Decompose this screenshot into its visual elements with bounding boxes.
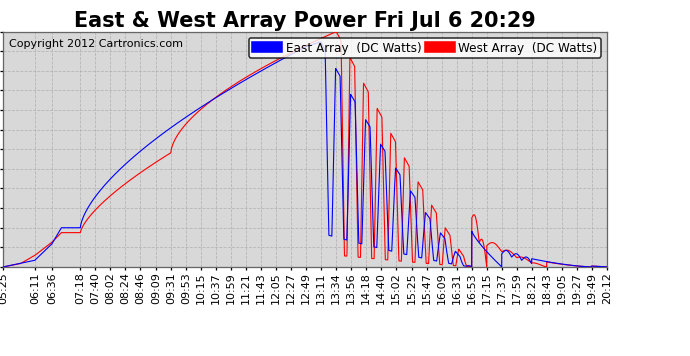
Legend: East Array  (DC Watts), West Array  (DC Watts): East Array (DC Watts), West Array (DC Wa…: [248, 38, 601, 58]
Title: East & West Array Power Fri Jul 6 20:29: East & West Array Power Fri Jul 6 20:29: [75, 11, 536, 31]
Text: Copyright 2012 Cartronics.com: Copyright 2012 Cartronics.com: [10, 39, 184, 49]
